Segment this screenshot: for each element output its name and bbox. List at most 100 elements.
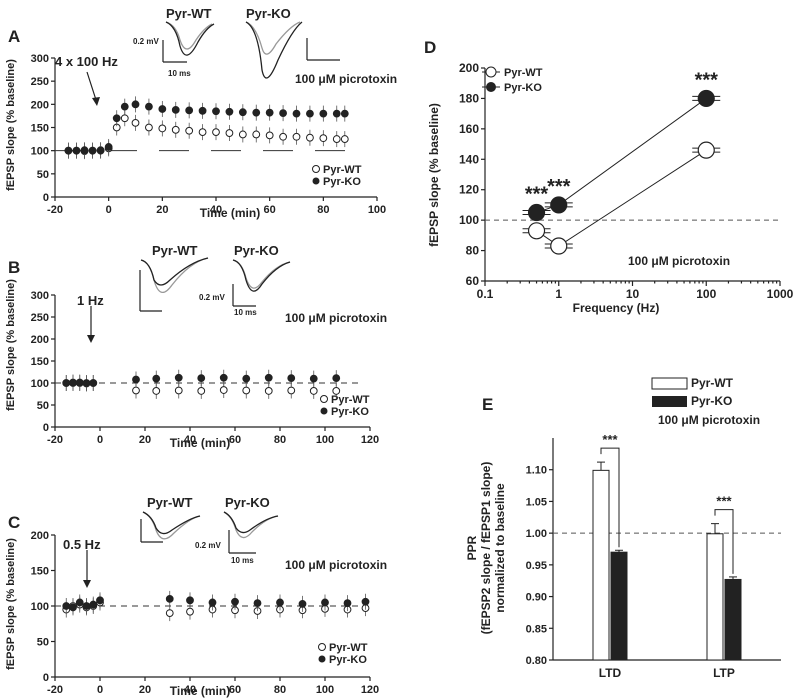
x-tick-label: LTD xyxy=(599,666,622,680)
data-point xyxy=(340,109,349,118)
panel-letter: D xyxy=(424,38,436,57)
data-point xyxy=(152,387,161,395)
x-tick-label: 10 xyxy=(626,287,640,301)
y-tick-label: 200 xyxy=(31,99,49,111)
data-point xyxy=(332,135,341,143)
x-tick-label: 1000 xyxy=(767,287,794,301)
trace-wt-c-drug xyxy=(142,511,201,540)
x-tick-label: 0 xyxy=(106,204,112,216)
data-point xyxy=(279,109,287,118)
data-point xyxy=(321,598,329,607)
bar xyxy=(724,578,742,661)
bar xyxy=(706,533,724,661)
legend-wt: Pyr-WT xyxy=(329,642,368,654)
data-point xyxy=(132,375,140,384)
y-tick-label: 100 xyxy=(31,378,49,390)
data-point xyxy=(550,196,568,214)
legend-swatch-ko xyxy=(652,396,687,407)
data-point xyxy=(309,374,318,383)
x-tick-label: 100 xyxy=(316,684,334,696)
significance-stars: *** xyxy=(602,432,618,447)
data-point xyxy=(287,374,296,383)
x-tick-label: 100 xyxy=(368,204,386,216)
data-point xyxy=(292,132,301,141)
legend-wt: Pyr-WT xyxy=(331,394,370,406)
data-point xyxy=(197,387,206,395)
legend-marker-wt xyxy=(320,395,328,403)
y-tick-label: 120 xyxy=(459,183,479,197)
x-tick-label: 40 xyxy=(184,434,196,446)
scale-time: 10 ms xyxy=(231,556,254,565)
trace-ko-base xyxy=(245,21,301,55)
y-tick-label: 250 xyxy=(31,76,49,88)
panel-b: B 1 Hz 100 μM picrotoxin fEPSP slope (% … xyxy=(5,243,387,450)
legend-marker-wt xyxy=(312,165,320,173)
data-point xyxy=(265,108,274,117)
data-point xyxy=(72,146,81,155)
x-tick-label: 20 xyxy=(156,204,168,216)
data-point xyxy=(332,387,341,395)
y-axis-label-line1: PPR xyxy=(465,535,479,560)
data-point xyxy=(69,379,77,387)
y-tick-label: 300 xyxy=(31,53,49,65)
legend-marker-wt xyxy=(485,66,497,78)
trace-ko-c-base xyxy=(223,511,279,534)
data-point xyxy=(62,379,71,387)
data-point xyxy=(145,123,153,132)
trace-ko-b-base xyxy=(232,259,291,292)
x-tick-label: 100 xyxy=(696,287,716,301)
x-tick-label: 1 xyxy=(555,287,562,301)
x-tick-label: 60 xyxy=(229,434,241,446)
significance-stars: *** xyxy=(525,184,549,206)
trace-label-wt: Pyr-WT xyxy=(152,243,198,258)
data-point xyxy=(242,386,251,395)
x-tick-label: 40 xyxy=(184,684,196,696)
trace-ko-drug xyxy=(245,21,303,79)
data-point xyxy=(550,237,568,255)
data-point xyxy=(69,603,77,612)
y-tick-label: 100 xyxy=(459,213,479,227)
x-tick-label: 120 xyxy=(361,434,379,446)
data-point xyxy=(197,374,206,383)
x-axis-label: Time (min) xyxy=(170,436,230,450)
data-point xyxy=(165,609,174,617)
trace-ko-c-drug xyxy=(223,511,279,539)
stim-arrows xyxy=(83,71,100,588)
panel-letter: B xyxy=(8,258,20,277)
panel-c: C 0.5 Hz 100 μM picrotoxin fEPSP slope (… xyxy=(5,495,387,698)
trace-label-wt: Pyr-WT xyxy=(147,495,193,510)
y-tick-label: 200 xyxy=(31,334,49,346)
y-tick-label: 200 xyxy=(459,61,479,75)
data-point xyxy=(238,130,247,139)
x-tick-label: 80 xyxy=(274,684,286,696)
x-tick-label: 120 xyxy=(361,684,379,696)
panel-letter: C xyxy=(8,513,20,532)
data-point xyxy=(186,607,194,616)
data-point xyxy=(306,133,314,142)
y-tick-label: 60 xyxy=(466,274,480,288)
x-tick-label: 60 xyxy=(264,204,276,216)
data-point xyxy=(361,597,370,606)
data-point xyxy=(264,387,273,395)
data-point xyxy=(185,106,194,115)
legend-wt: Pyr-WT xyxy=(323,164,362,176)
data-point xyxy=(225,107,234,116)
data-point xyxy=(697,89,715,108)
legend-marker-ko xyxy=(486,82,496,92)
y-tick-label: 100 xyxy=(31,146,49,158)
bar xyxy=(610,551,628,661)
y-tick-label: 250 xyxy=(31,312,49,324)
data-point xyxy=(80,146,89,155)
significance-stars: *** xyxy=(695,69,719,91)
panel-letter: A xyxy=(8,27,20,46)
y-tick-label: 0 xyxy=(43,192,49,204)
bar xyxy=(592,469,610,661)
data-point xyxy=(279,132,287,141)
data-point xyxy=(96,596,104,605)
data-point xyxy=(252,108,261,117)
x-tick-label: 80 xyxy=(274,434,286,446)
y-tick-label: 150 xyxy=(31,356,49,368)
